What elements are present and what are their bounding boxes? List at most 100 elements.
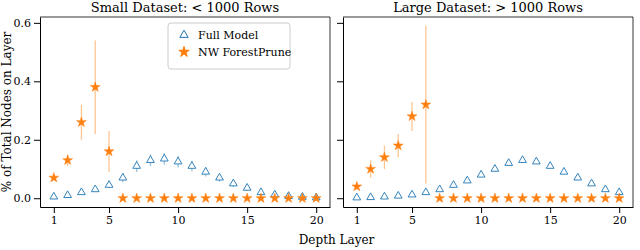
- title: Large Dataset: > 1000 Rows: [393, 0, 583, 15]
- point: [450, 181, 458, 188]
- x-tick-label: 10: [475, 214, 489, 227]
- x-tick: 5: [106, 207, 113, 227]
- point: [574, 173, 582, 180]
- y-tick: 0.2: [14, 134, 41, 147]
- point: [600, 193, 610, 202]
- x-tick-mark: [481, 207, 482, 213]
- point: [380, 152, 390, 161]
- y-tick: [337, 23, 343, 24]
- x-tick: 1: [354, 207, 361, 227]
- point: [243, 184, 251, 191]
- point: [147, 156, 155, 163]
- plot-area: [352, 26, 624, 203]
- y-axis: 0.0 0.2 0.4 0.6: [14, 17, 41, 208]
- series: [50, 153, 320, 200]
- x-tick-mark: [357, 207, 358, 213]
- point: [216, 173, 224, 180]
- point: [614, 193, 624, 202]
- legend-marker: [179, 46, 189, 56]
- point: [545, 193, 555, 202]
- point: [284, 193, 294, 202]
- x-tick: 10: [475, 207, 489, 227]
- point: [393, 140, 403, 149]
- x-tick-label: 10: [172, 214, 186, 227]
- point: [546, 162, 554, 169]
- point: [173, 193, 183, 202]
- y-tick-mark: [34, 198, 40, 199]
- point: [159, 193, 169, 202]
- y-axis-title: % of Total Nodes on Layer: [0, 31, 14, 192]
- point: [588, 179, 596, 186]
- point: [422, 188, 430, 195]
- x-tick-mark: [619, 207, 620, 213]
- y-tick-mark: [337, 23, 343, 24]
- x-tick-label: 15: [241, 214, 255, 227]
- point: [504, 193, 514, 202]
- x-tick-mark: [247, 207, 248, 213]
- x-axis: 15101520: [41, 207, 331, 227]
- x-tick-label: 5: [106, 214, 113, 227]
- legend-label: Full Model: [198, 29, 259, 42]
- y-tick-label: 0.4: [14, 75, 32, 88]
- x-tick: 10: [172, 207, 186, 227]
- point: [449, 193, 459, 202]
- y-tick-mark: [337, 140, 343, 141]
- point: [64, 191, 72, 198]
- point: [91, 185, 99, 192]
- x-tick: 15: [241, 207, 255, 227]
- point: [78, 188, 86, 195]
- point: [133, 162, 141, 169]
- point: [436, 185, 444, 192]
- point: [270, 193, 280, 202]
- x-tick-mark: [178, 207, 179, 213]
- panel: 15101520Large Dataset: > 1000 Rows: [337, 0, 634, 227]
- point: [463, 176, 471, 183]
- point: [174, 157, 182, 164]
- point: [421, 100, 431, 109]
- point: [462, 193, 472, 202]
- x-tick-label: 5: [409, 214, 416, 227]
- point: [104, 146, 114, 155]
- x-tick: 15: [544, 207, 558, 227]
- point: [202, 167, 210, 174]
- point: [587, 193, 597, 202]
- figure: 151015200.00.20.40.6Small Dataset: < 100…: [0, 0, 640, 250]
- point: [118, 193, 128, 202]
- point: [366, 164, 376, 173]
- x-tick-label: 1: [51, 214, 58, 227]
- y-tick: 0.4: [14, 75, 41, 88]
- legend: Full ModelNW ForestPrune: [168, 23, 291, 69]
- x-tick-label: 15: [544, 214, 558, 227]
- point: [49, 173, 59, 182]
- point: [242, 193, 252, 202]
- point: [476, 193, 486, 202]
- y-tick-mark: [34, 81, 40, 82]
- x-tick: 20: [613, 207, 627, 227]
- y-tick-mark: [34, 140, 40, 141]
- y-tick-label: 0.0: [14, 192, 32, 205]
- point: [105, 181, 113, 188]
- y-tick-mark: [34, 23, 40, 24]
- point: [477, 170, 485, 177]
- point: [146, 193, 156, 202]
- point: [531, 193, 541, 202]
- point: [90, 82, 100, 91]
- x-tick-mark: [109, 207, 110, 213]
- point: [297, 193, 307, 202]
- point: [187, 193, 197, 202]
- x-tick: 20: [310, 207, 324, 227]
- frame: [343, 17, 633, 18]
- point: [50, 192, 58, 199]
- point: [407, 111, 417, 120]
- point: [394, 191, 402, 198]
- point: [188, 162, 196, 169]
- point: [77, 117, 87, 126]
- y-tick: 0.6: [14, 17, 41, 30]
- frame: [330, 17, 331, 207]
- axis-line: [344, 207, 634, 208]
- point: [160, 154, 168, 161]
- point: [381, 192, 389, 199]
- point: [518, 193, 528, 202]
- point: [201, 193, 211, 202]
- y-tick-mark: [337, 198, 343, 199]
